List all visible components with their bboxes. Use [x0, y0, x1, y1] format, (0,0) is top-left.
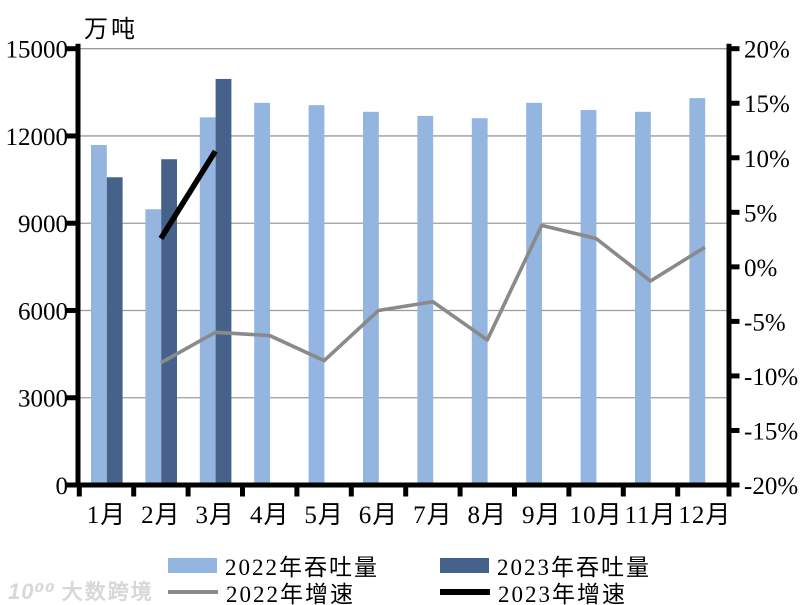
month-label: 1月	[87, 502, 127, 529]
bar-2023-2月	[161, 159, 177, 485]
left-tick-label: 12000	[6, 124, 69, 151]
bar-2022-5月	[308, 105, 325, 485]
right-tick-label: -5%	[744, 309, 786, 336]
right-axis-labels: 20% 15% 10% 5% 0% -5% -10% -15% -20%	[744, 37, 798, 500]
month-label: 11月	[624, 502, 676, 529]
right-tick-label: 0%	[744, 255, 777, 282]
left-tick-label: 0	[56, 473, 69, 500]
legend-item-2022-throughput[interactable]: 2022年吞吐量	[168, 552, 379, 580]
right-tick-label: -20%	[744, 473, 798, 500]
gridlines	[78, 48, 729, 399]
bars-2023	[106, 78, 232, 485]
bar-2022-12月	[689, 98, 706, 485]
left-tick-label: 15000	[6, 37, 69, 64]
right-tick-label: 15%	[744, 91, 790, 118]
watermark: 10⁰⁰ 大数跨境	[8, 576, 154, 605]
right-tick-label: 10%	[744, 146, 790, 173]
bar-2022-4月	[254, 102, 270, 485]
bar-2022-1月	[91, 144, 107, 485]
bar-2022-3月	[199, 117, 216, 485]
left-tick-label: 9000	[18, 211, 68, 238]
legend-label-2022-growth: 2022年增速	[226, 582, 355, 605]
month-label: 7月	[413, 502, 453, 529]
growth-line-2023	[158, 149, 218, 240]
bar-2023-1月	[106, 177, 123, 485]
month-label: 9月	[522, 502, 562, 529]
watermark-logo-icon: 10⁰⁰	[8, 579, 56, 604]
month-label: 12月	[678, 502, 731, 529]
month-label: 4月	[250, 502, 290, 529]
left-axis-labels: 15000 12000 9000 6000 3000 0	[6, 37, 69, 500]
legend-swatch-2023-throughput-bar	[440, 557, 489, 573]
month-label: 2月	[141, 502, 181, 529]
axes	[75, 43, 732, 488]
bar-2022-11月	[635, 111, 651, 486]
bar-2022-9月	[526, 102, 542, 485]
left-axis-unit-label: 万吨	[84, 16, 138, 43]
month-label: 6月	[359, 502, 399, 529]
month-label: 3月	[196, 502, 236, 529]
bar-2022-10月	[580, 110, 597, 485]
month-label: 8月	[468, 502, 508, 529]
month-label: 5月	[304, 502, 344, 529]
x-axis-labels: 1月 2月 3月 4月 5月 6月 7月 8月 9月 10月 11月 12月	[87, 502, 731, 529]
legend-swatch-2022-growth-line	[168, 590, 218, 594]
month-label: 10月	[570, 502, 623, 529]
legend-swatch-2022-throughput-bar	[168, 557, 217, 573]
bar-2022-7月	[417, 115, 434, 485]
growth-line-2022	[160, 223, 706, 365]
right-tick-label: 20%	[744, 37, 790, 64]
bar-2022-8月	[471, 118, 488, 485]
right-tick-label: 5%	[744, 200, 777, 227]
watermark-text: 大数跨境	[61, 581, 154, 604]
legend-item-2022-growth[interactable]: 2022年增速	[168, 579, 355, 605]
legend-item-2023-growth[interactable]: 2023年增速	[440, 579, 627, 605]
bar-2022-6月	[363, 111, 379, 486]
left-tick-label: 6000	[18, 298, 68, 325]
legend-label-2022-throughput: 2022年吞吐量	[225, 555, 379, 580]
legend-item-2023-throughput[interactable]: 2023年吞吐量	[440, 552, 651, 580]
bar-2023-3月	[215, 78, 232, 485]
legend-label-2023-growth: 2023年增速	[498, 582, 627, 605]
legend-swatch-2023-growth-line	[440, 589, 490, 595]
bars-2022	[91, 98, 706, 486]
left-tick-label: 3000	[18, 386, 68, 413]
right-tick-label: -15%	[744, 418, 798, 445]
legend-label-2023-throughput: 2023年吞吐量	[497, 555, 651, 580]
axis-ticks	[66, 46, 740, 497]
bar-2022-2月	[145, 209, 162, 485]
right-tick-label: -10%	[744, 364, 798, 391]
